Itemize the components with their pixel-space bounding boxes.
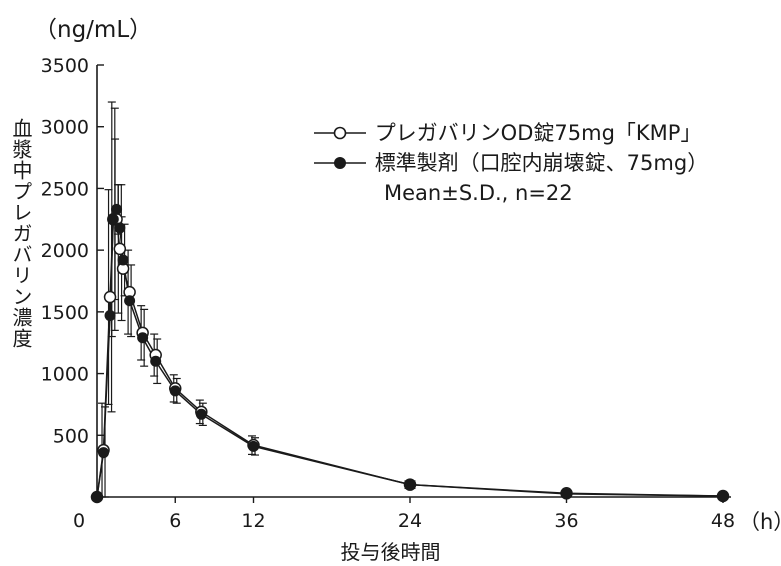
y-tick-label: 3500 [41,55,89,77]
legend-entry-reference: 標準製剤（口腔内崩壊錠、75mg） [312,148,708,178]
y-axis-title: 血漿中プレガバリン濃度 [9,118,33,349]
data-point-test [103,290,117,304]
series-line-test [96,218,724,498]
y-tick-label: 2500 [41,178,89,200]
open-circle-marker-icon [314,126,366,140]
y-tick-label: 500 [53,425,89,447]
data-point-reference [114,222,126,234]
x-tick-label: 6 [169,510,181,532]
series-lines [96,209,724,498]
legend-note: Mean±S.D., n=22 [384,181,573,205]
y-tick-label: 3000 [41,117,89,139]
x-unit-label: （h） [739,510,781,534]
data-point-reference [561,488,572,500]
data-point-reference [137,332,149,344]
legend-label-reference: 標準製剤（口腔内崩壊錠、75mg） [374,151,709,175]
data-point-reference [195,408,207,420]
data-point-reference [104,310,116,322]
x-tick-label: 36 [554,510,578,532]
data-point-reference [248,440,259,452]
data-point-reference [91,491,103,503]
series-line-reference [96,209,724,498]
x-tick-label: 12 [241,510,265,532]
data-point-reference [717,490,729,502]
data-point-reference [98,447,110,459]
y-tick-label: 1500 [41,302,89,324]
data-point-reference [150,355,162,367]
y-tick-label: 1000 [41,364,89,386]
tick-labels: 500 1000 1500 2000 2500 3000 3500 0 6 12 24 36 48 [41,55,735,532]
data-point-reference [404,479,416,491]
data-point-reference [124,295,136,307]
legend-entry-test: プレガバリンOD錠75mg「KMP」 [312,118,708,148]
data-point-reference [117,254,129,266]
x-tick-label: 48 [711,510,735,532]
data-point-test [113,242,127,256]
data-point-reference [169,385,181,397]
legend-label-test: プレガバリンOD錠75mg「KMP」 [374,121,702,145]
x-tick-label: 24 [398,510,422,532]
data-point-reference [107,213,119,225]
y-unit-label: （ng/mL） [34,17,153,43]
x-axis-title: 投与後時間 [340,540,441,564]
filled-circle-marker-icon [314,157,366,169]
axes [96,64,731,503]
x-tick-label: 0 [73,510,85,532]
data-point-reference [111,203,123,215]
y-tick-label: 2000 [41,240,89,262]
legend: プレガバリンOD錠75mg「KMP」 標準製剤（口腔内崩壊錠、75mg） Mea… [312,118,708,208]
series-markers [90,203,730,504]
